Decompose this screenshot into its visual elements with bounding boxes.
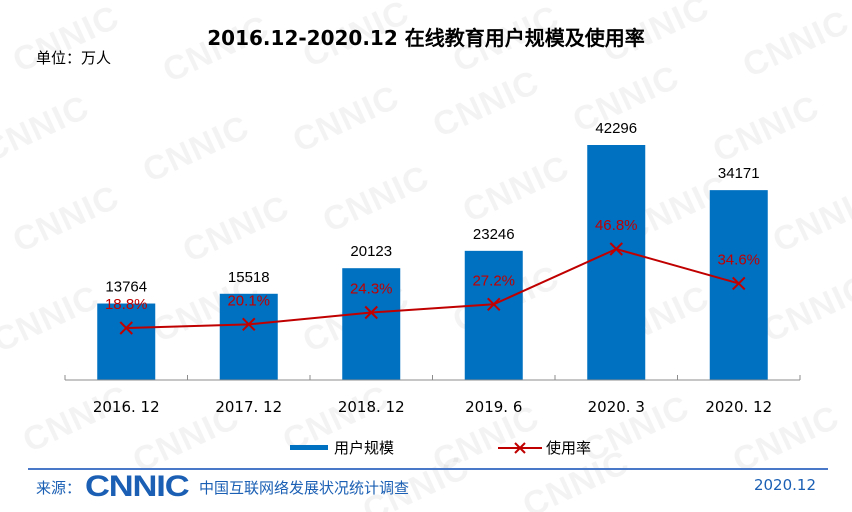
legend: 用户规模 使用率: [0, 437, 852, 461]
cnnic-logo: CNNIC: [85, 470, 190, 503]
source-name: 中国互联网络发展状况统计调查: [199, 478, 410, 497]
x-tick-label: 2018. 12: [338, 398, 405, 416]
x-tick-label: 2019. 6: [465, 398, 522, 416]
bar-value-label: 13764: [105, 279, 147, 296]
bar-5: [709, 190, 768, 380]
unit-label: 单位：万人: [36, 49, 112, 67]
legend-item-bar: 用户规模: [290, 437, 394, 458]
rate-value-label: 18.8%: [105, 296, 148, 313]
bar-0: [97, 303, 156, 380]
rate-value-label: 24.3%: [350, 280, 393, 297]
bar-series: [97, 145, 768, 380]
bar-value-label: 15518: [228, 269, 270, 286]
line-series: [119, 242, 746, 335]
rate-value-label: 46.8%: [595, 217, 638, 234]
x-tick-label: 2017. 12: [215, 398, 282, 416]
legend-item-line: 使用率: [498, 437, 591, 458]
bar-value-label: 34171: [718, 165, 760, 182]
x-tick-label: 2016. 12: [93, 398, 160, 416]
rate-value-label: 34.6%: [717, 251, 760, 268]
bar-swatch-icon: [290, 445, 328, 450]
chart-title: 2016.12-2020.12 在线教育用户规模及使用率: [207, 26, 645, 50]
footer-divider: [28, 468, 828, 470]
bar-4: [587, 145, 646, 380]
combo-chart: 2016. 12 2017. 12 2018. 12 2019. 6 2020. 3 20…: [64, 120, 801, 416]
bar-3: [464, 250, 523, 380]
x-axis: 2016. 12 2017. 12 2018. 12 2019. 6 2020. 3 20…: [64, 375, 801, 416]
bar-value-label: 20123: [350, 243, 392, 260]
x-tick-label: 2020. 3: [588, 398, 645, 416]
bar-1: [219, 293, 278, 380]
data-labels: 13764 15518 20123 23246 42296 34171 18.8% 20.1%…: [105, 120, 760, 313]
bar-value-label: 42296: [595, 120, 637, 137]
footer: 来源： CNNIC 中国互联网络发展状况统计调查: [36, 470, 816, 503]
legend-bar-label: 用户规模: [334, 439, 395, 457]
line-cross-swatch-icon: [498, 441, 542, 454]
bar-value-label: 23246: [473, 226, 515, 243]
source-label: 来源：: [36, 478, 82, 497]
x-tick-label: 2020. 12: [705, 398, 772, 416]
rate-value-label: 27.2%: [472, 272, 515, 289]
bar-2: [342, 268, 401, 380]
legend-line-label: 使用率: [546, 439, 592, 457]
rate-value-label: 20.1%: [227, 292, 270, 309]
footer-date: 2020.12: [753, 476, 816, 494]
